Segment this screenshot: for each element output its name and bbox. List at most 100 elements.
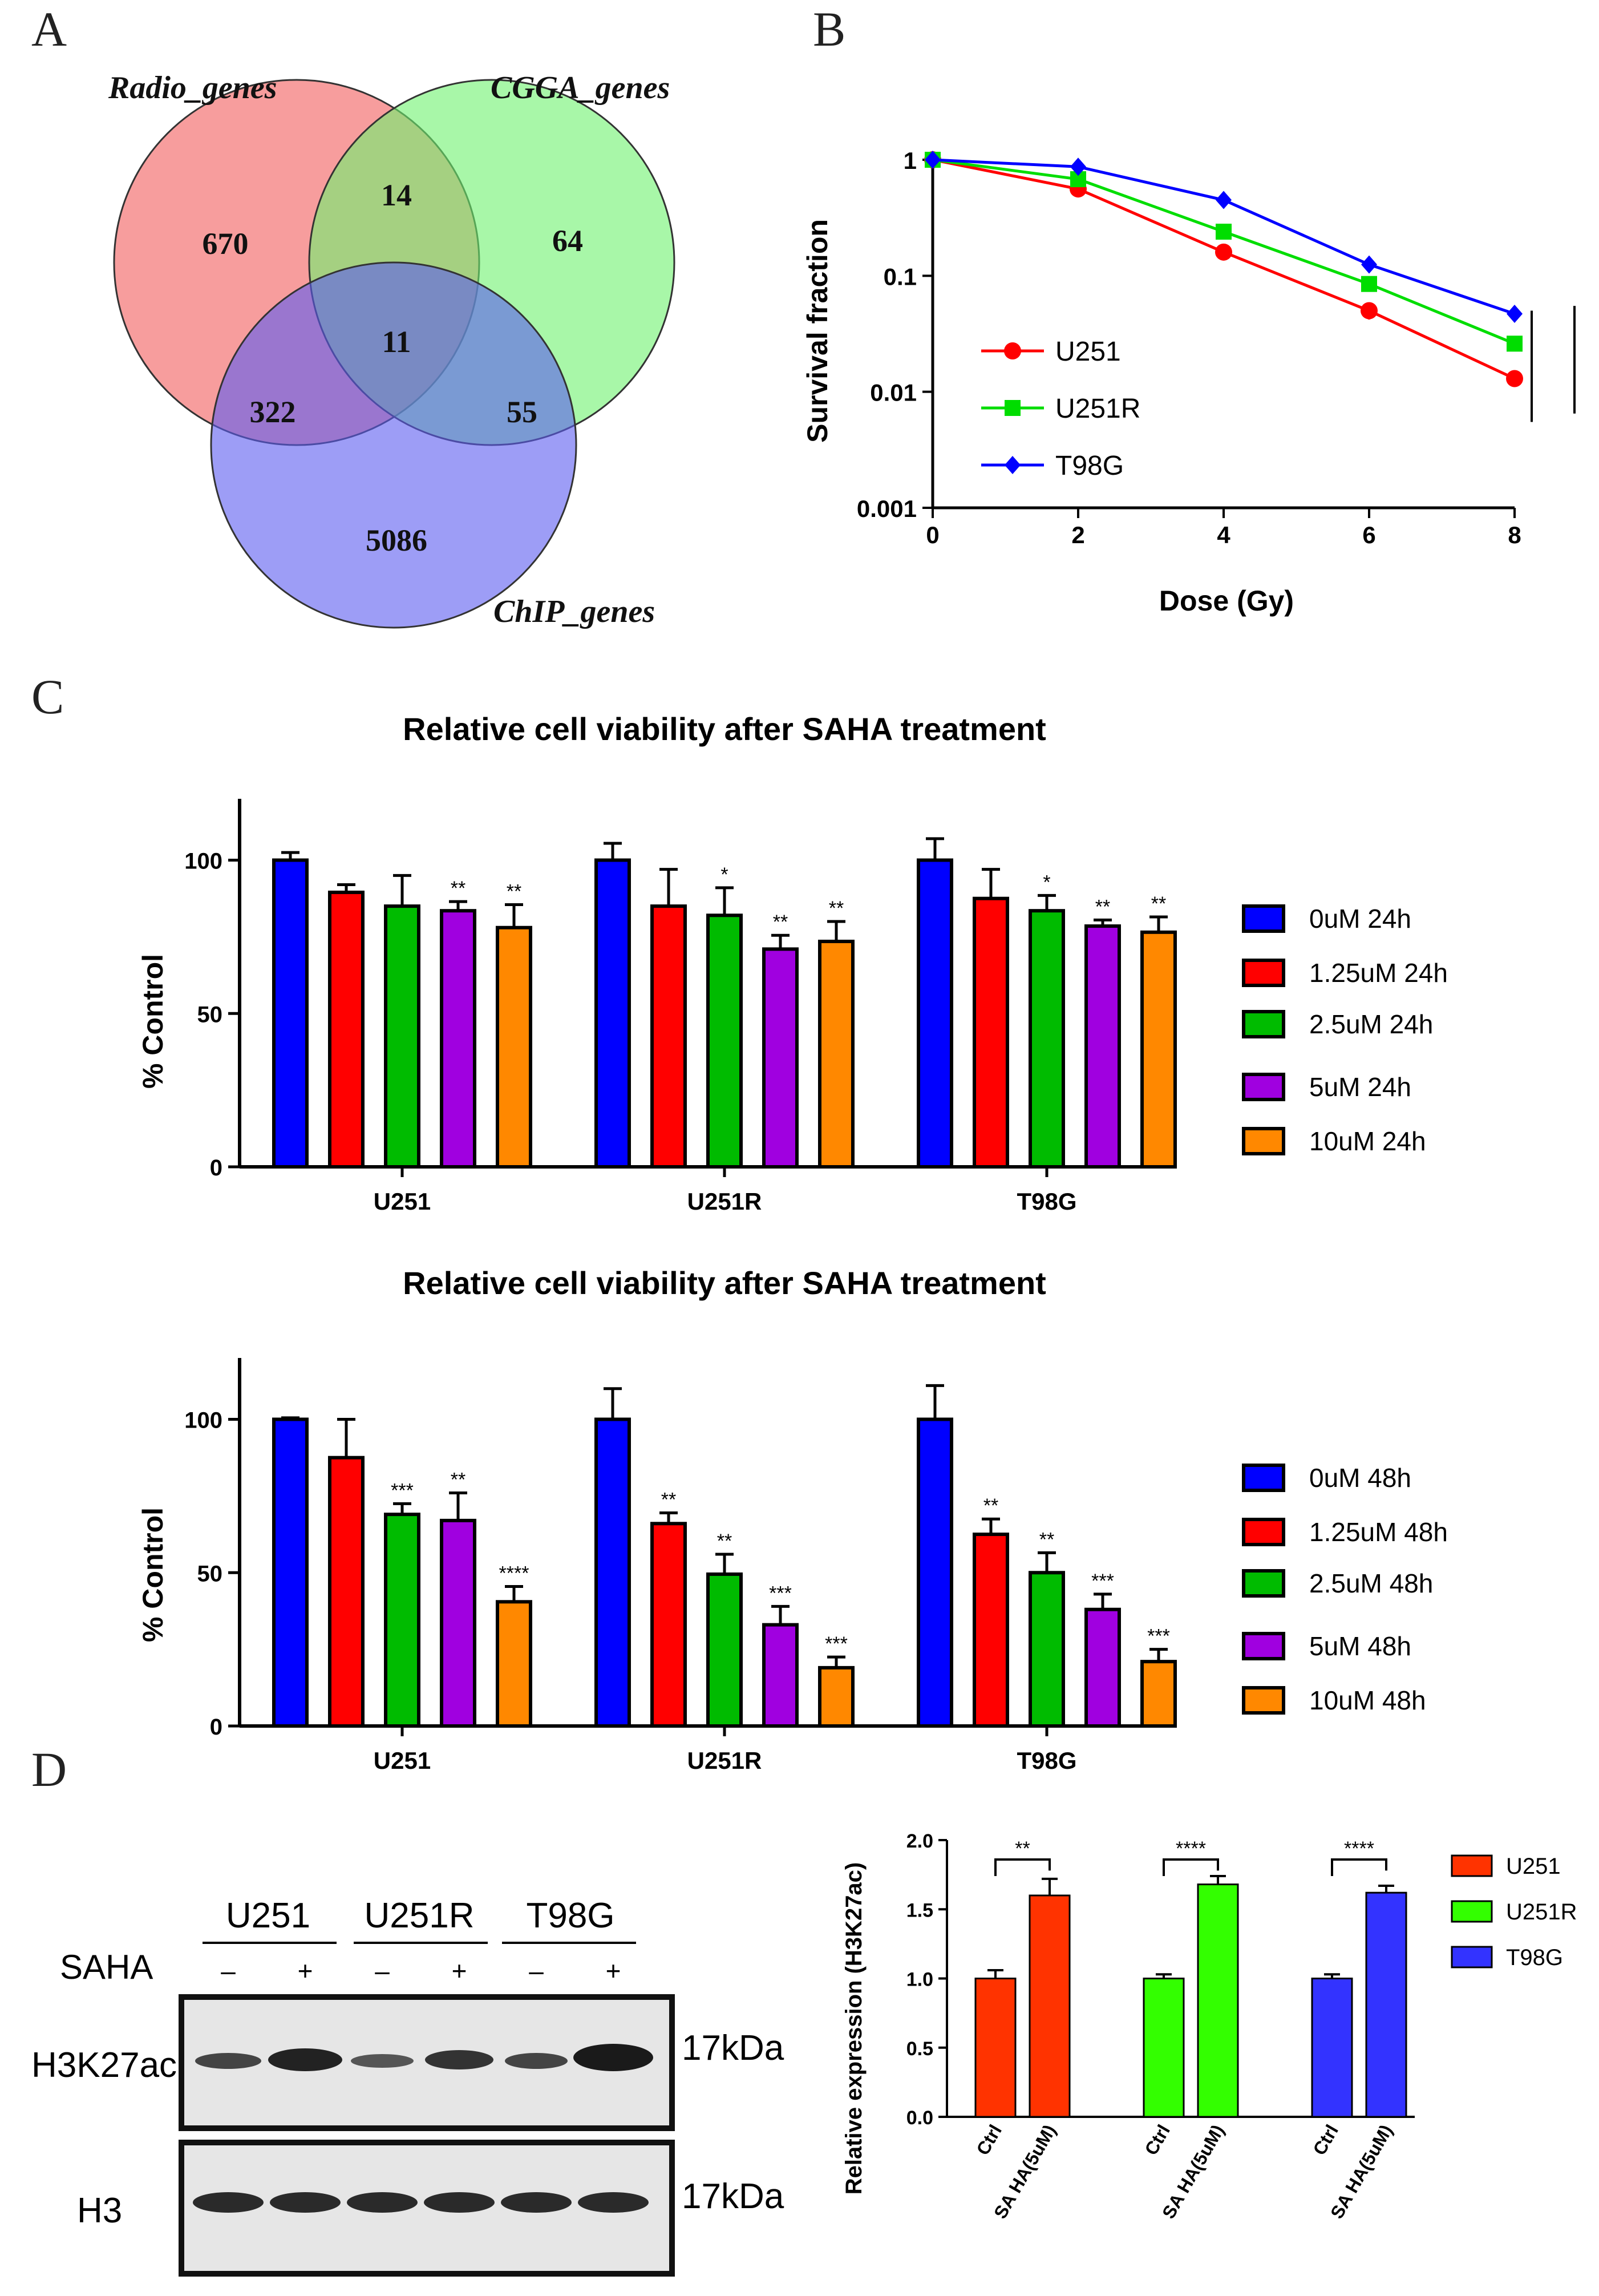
expression-y-tick-label: 1.0 (906, 1969, 933, 1991)
viability-significance: *** (1147, 1626, 1170, 1647)
viability-bar (594, 858, 631, 1169)
blot-sign: – (529, 1956, 544, 1986)
viability-bar (272, 1417, 309, 1728)
blot-band (573, 2044, 653, 2071)
viability-significance: ** (773, 911, 788, 933)
viability-significance: ** (1151, 893, 1166, 915)
viability-significance: ** (451, 1469, 465, 1491)
venn-label-radio: Radio_genes (108, 70, 277, 106)
viability-legend-label: 1.25uM 24h (1309, 958, 1448, 988)
viability-48h-title: Relative cell viability after SAHA treat… (403, 1265, 1046, 1301)
viability-legend-label: 10uM 24h (1309, 1126, 1426, 1156)
viability-legend-swatch (1242, 1632, 1285, 1660)
expression-bar (1143, 1978, 1185, 2118)
viability-category-label: U251R (687, 1188, 762, 1215)
expression-y-label: Relative expression (H3K27ac) (841, 1862, 867, 2195)
viability-legend-label: 5uM 24h (1309, 1072, 1411, 1102)
viability-significance: ** (1039, 1529, 1054, 1550)
blot-row-label-h3k27ac: H3K27ac (31, 2046, 177, 2085)
blot-row-size-h3k27ac: 17kDa (682, 2028, 784, 2068)
expression-bar (1311, 1978, 1353, 2118)
viability-bar (440, 1518, 476, 1728)
viability-significance: *** (825, 1633, 848, 1655)
survival-y-tick-label: 0.01 (870, 379, 917, 406)
viability-legend-label: 0uM 48h (1309, 1463, 1411, 1493)
viability-bar (1029, 909, 1065, 1169)
blot-band (424, 2192, 495, 2213)
survival-legend-marker (1005, 400, 1021, 416)
viability-bar (440, 909, 476, 1169)
blot-sign: + (606, 1956, 621, 1986)
blot-cell-line-t98g: T98G (526, 1896, 614, 1935)
blot-band (501, 2192, 572, 2213)
viability-category-label: T98G (1017, 1747, 1076, 1774)
blot-band (270, 2192, 341, 2213)
survival-x-tick-label: 0 (926, 522, 939, 548)
venn-count-cgga-chip: 55 (507, 395, 537, 429)
viability-category-label: U251 (374, 1747, 431, 1774)
viability-legend-label: 2.5uM 48h (1309, 1569, 1433, 1598)
viability-significance: ** (661, 1489, 676, 1510)
blot-band (193, 2192, 264, 2213)
blot-band (347, 2192, 418, 2213)
viability-legend-label: 10uM 48h (1309, 1685, 1426, 1715)
viability-bar (328, 890, 365, 1169)
survival-legend-label: T98G (1055, 451, 1124, 481)
viability-significance: ** (507, 880, 521, 902)
blot-band (578, 2192, 649, 2213)
viability-significance: ** (1095, 896, 1110, 917)
viability-bar (1084, 1607, 1121, 1728)
survival-y-tick-label: 0.1 (884, 263, 917, 290)
viability-legend-label: 2.5uM 24h (1309, 1009, 1433, 1039)
blot-sign: + (298, 1956, 313, 1986)
survival-point (1507, 335, 1523, 352)
viability-bar (1029, 1571, 1065, 1728)
viability-legend-swatch (1242, 904, 1285, 933)
viability-significance: ** (717, 1530, 732, 1552)
blot-band (425, 2050, 493, 2069)
viability-bar (706, 1572, 743, 1728)
viability-bar (1140, 930, 1177, 1169)
venn-count-radio-only: 670 (203, 227, 249, 261)
viability-bar (762, 1623, 799, 1728)
survival-legend-marker (1005, 456, 1021, 474)
viability-bar (384, 1513, 420, 1728)
expression-x-label: Ctrl (1140, 2121, 1174, 2159)
panel-label-a: A (31, 2, 67, 56)
viability-legend-swatch (1242, 1518, 1285, 1546)
expression-y-tick-label: 2.0 (906, 1830, 933, 1852)
venn-count-all: 11 (382, 325, 411, 359)
viability-bar (818, 1666, 855, 1728)
survival-point (1506, 370, 1523, 387)
survival-legend-label: U251R (1055, 394, 1140, 424)
viability-bar (650, 904, 687, 1169)
survival-point (1507, 305, 1523, 324)
viability-bar (818, 939, 855, 1169)
expression-bar (974, 1978, 1017, 2118)
viability-bar (762, 947, 799, 1169)
viability-y-tick-label: 100 (184, 849, 222, 874)
blot-treatment-label: SAHA (60, 1948, 153, 1986)
panel-label-b: B (813, 2, 845, 56)
expression-legend-label: T98G (1506, 1945, 1563, 1970)
viability-legend-label: 5uM 48h (1309, 1631, 1411, 1661)
viability-significance: **** (499, 1562, 529, 1584)
viability-significance: ** (829, 898, 844, 919)
viability-legend-swatch (1242, 1686, 1285, 1715)
expression-bar (1029, 1894, 1071, 2118)
expression-significance: ** (1015, 1838, 1030, 1860)
expression-legend-label: U251R (1506, 1899, 1577, 1925)
viability-significance: *** (391, 1480, 414, 1501)
viability-bar (496, 1600, 532, 1728)
viability-bar (1140, 1660, 1177, 1728)
survival-point (925, 151, 941, 169)
survival-y-tick-label: 1 (904, 147, 917, 174)
viability-legend-swatch (1242, 1073, 1285, 1101)
viability-bar (328, 1456, 365, 1728)
western-blot: U251 U251R T98G SAHA – + – + – + H3K27ac… (31, 1896, 784, 2277)
survival-chart: Survival fraction Dose (Gy) 1 0.1 0.01 0.00… (801, 147, 1576, 617)
expression-x-label: Ctrl (972, 2121, 1006, 2159)
blot-band (195, 2053, 261, 2069)
